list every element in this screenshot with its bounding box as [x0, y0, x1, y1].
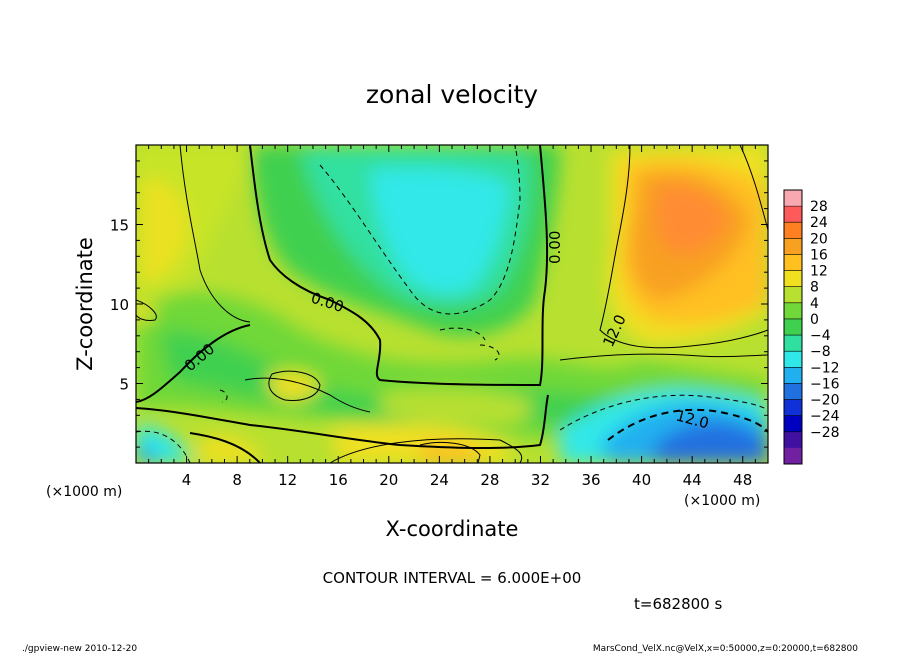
colorbar-swatch: [784, 318, 802, 336]
y-tick-label: 15: [110, 217, 129, 235]
colorbar-label: 20: [810, 231, 828, 247]
time-text: t=682800 s: [634, 595, 722, 613]
colorbar-swatch: [784, 335, 802, 352]
colorbar-label: −8: [810, 344, 831, 360]
colorbar-swatch: [784, 447, 802, 465]
x-tick-label: 28: [480, 471, 499, 489]
y-axis-ticks: 5 10 15: [110, 160, 768, 448]
colorbar-swatch: [784, 383, 802, 401]
colorbar-label: 4: [810, 296, 819, 312]
x-tick-label: 8: [232, 471, 242, 489]
colorbar-swatch: [784, 286, 802, 304]
x-tick-label: 24: [430, 471, 449, 489]
y-tick-label: 10: [110, 296, 129, 314]
x-tick-label: 20: [379, 471, 398, 489]
colorbar-swatch: [784, 399, 802, 417]
colorbar-label: −24: [810, 409, 840, 425]
colorbar-label: 28: [810, 199, 828, 215]
colorbar-label: −28: [810, 425, 840, 441]
x-tick-label: 40: [632, 471, 651, 489]
x-tick-label: 12: [278, 471, 297, 489]
x-tick-label: 36: [581, 471, 600, 489]
x-tick-label: 48: [733, 471, 752, 489]
plot-field: 0.00 0.00 0.00 12.0 12.0: [136, 145, 768, 463]
colorbar-swatch: [784, 238, 802, 255]
x-tick-label: 32: [531, 471, 550, 489]
contour-lines: [136, 145, 768, 463]
x-axis-title: X-coordinate: [386, 517, 519, 541]
contour-label-zero-3: 0.00: [546, 231, 564, 264]
colorbar-label: 0: [810, 312, 819, 328]
y-tick-label: 5: [119, 376, 129, 394]
y-axis-title: Z-coordinate: [73, 237, 97, 371]
colorbar-label: −20: [810, 393, 840, 409]
footer-right: MarsCond_VelX.nc@VelX,x=0:50000,z=0:2000…: [593, 644, 858, 654]
colorbar-swatch: [784, 431, 802, 449]
x-tick-label: 4: [182, 471, 192, 489]
x-axis-unit-left: (×1000 m): [46, 484, 122, 500]
footer-left: ./gpview-new 2010-12-20: [22, 644, 137, 654]
x-tick-label: 16: [329, 471, 348, 489]
colorbar-label: 24: [810, 215, 828, 231]
colorbar-swatch: [784, 270, 802, 288]
colorbar-frame: [783, 189, 803, 465]
colorbar-swatch: [784, 415, 802, 433]
colorbar-swatch: [784, 351, 802, 368]
colorbar-label: 12: [810, 264, 828, 280]
chart-title: zonal velocity: [366, 80, 538, 109]
colorbar-swatch: [784, 367, 802, 384]
x-tick-label: 44: [683, 471, 702, 489]
x-axis-ticks: 4 8 12 16 20 24 28 32 36 40 44 48: [148, 145, 756, 489]
colorbar-label: 8: [810, 280, 819, 296]
colorbar-label: 16: [810, 247, 828, 263]
x-axis-unit-right: (×1000 m): [684, 493, 760, 509]
colorbar-label: −16: [810, 376, 840, 392]
velocity-field: [136, 145, 768, 463]
colorbar-swatch: [784, 190, 802, 207]
colorbar-label: −12: [810, 360, 840, 376]
colorbar-swatch: [784, 222, 802, 239]
contour-interval-text: CONTOUR INTERVAL = 6.000E+00: [323, 569, 582, 587]
colorbar-label: −4: [810, 328, 831, 344]
colorbar-swatch: [784, 302, 802, 320]
colorbar-swatch: [784, 206, 802, 223]
colorbar-swatch: [784, 254, 802, 272]
